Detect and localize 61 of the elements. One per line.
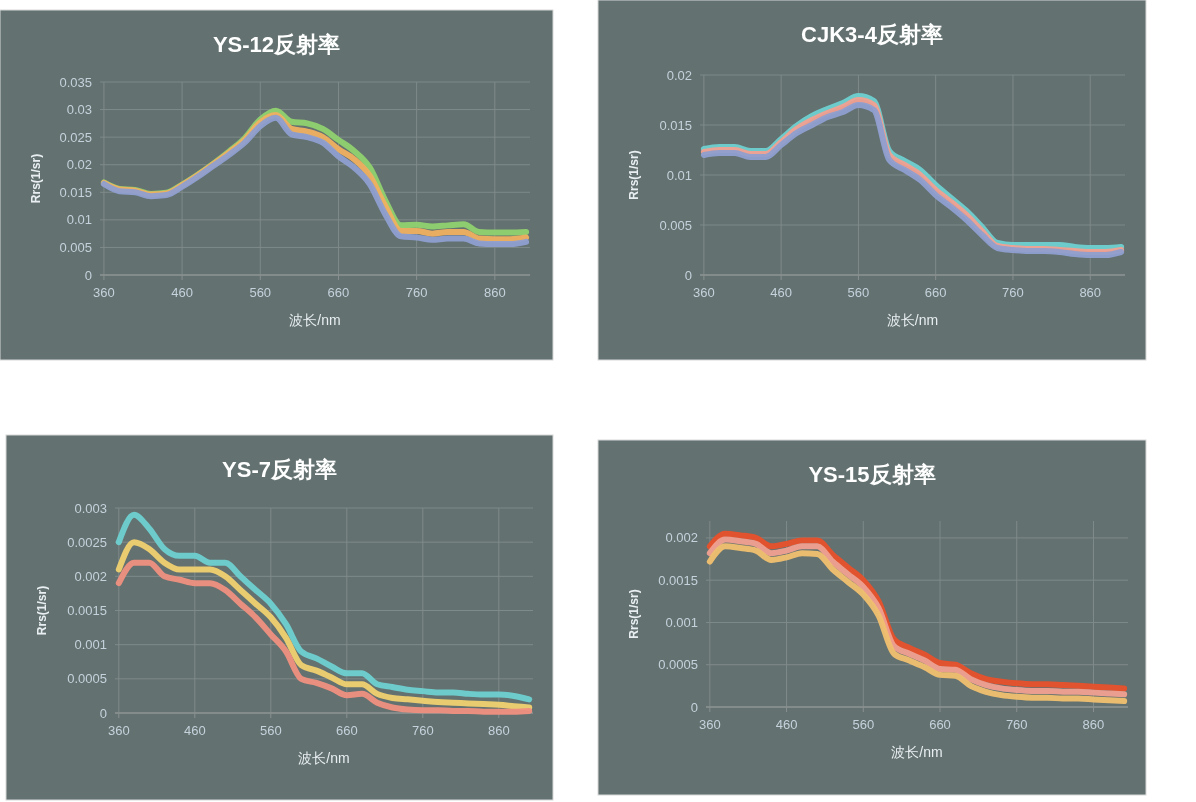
- chart-title: YS-12反射率: [212, 32, 341, 57]
- y-tick-label: 0.025: [59, 129, 92, 145]
- y-tick-label: 0.0025: [67, 534, 107, 550]
- x-tick-label: 560: [852, 717, 875, 732]
- chart-title: YS-15反射率: [808, 462, 936, 487]
- x-axis-title: 波长/nm: [886, 312, 939, 328]
- y-tick-label: 0.015: [659, 117, 692, 133]
- y-tick-label: 0.0005: [658, 657, 698, 673]
- x-tick-label: 860: [487, 723, 510, 738]
- x-tick-label: 560: [259, 723, 282, 738]
- x-tick-label: 360: [107, 723, 130, 738]
- x-tick-label: 860: [1079, 285, 1102, 300]
- x-tick-label: 660: [335, 723, 358, 738]
- y-tick-label: 0: [84, 267, 92, 283]
- x-tick-label: 860: [1082, 717, 1105, 732]
- y-tick-label: 0.001: [665, 615, 698, 630]
- y-tick-label: 0.035: [59, 74, 92, 90]
- y-tick-label: 0.015: [59, 184, 92, 200]
- y-tick-label: 0.0015: [67, 603, 107, 619]
- x-tick-label: 360: [93, 285, 115, 300]
- y-tick-label: 0.002: [74, 568, 107, 584]
- y-tick-label: 0.02: [666, 67, 692, 83]
- y-axis-title: Rrs(1/sr): [35, 585, 49, 636]
- y-tick-label: 0.005: [659, 217, 692, 233]
- y-tick-label: 0.03: [66, 102, 92, 118]
- x-tick-label: 760: [405, 285, 428, 300]
- x-tick-label: 460: [775, 717, 798, 732]
- x-tick-label: 760: [411, 723, 434, 738]
- y-tick-label: 0.003: [74, 500, 107, 516]
- y-tick-label: 0: [690, 699, 698, 715]
- x-tick-label: 760: [1002, 285, 1024, 300]
- y-tick-label: 0.0015: [658, 572, 698, 588]
- x-tick-label: 760: [1005, 717, 1028, 732]
- y-axis-title: Rrs(1/sr): [29, 153, 43, 204]
- y-axis-title: Rrs(1/sr): [627, 589, 641, 639]
- chart-title: CJK3-4反射率: [801, 22, 943, 47]
- y-tick-label: 0.002: [665, 530, 698, 546]
- y-tick-label: 0: [684, 267, 692, 283]
- x-tick-label: 360: [698, 717, 721, 732]
- x-tick-label: 660: [924, 285, 947, 300]
- x-tick-label: 460: [770, 285, 792, 300]
- y-tick-label: 0: [99, 705, 107, 721]
- y-axis-title: Rrs(1/sr): [627, 150, 641, 200]
- x-axis-title: 波长/nm: [891, 744, 943, 760]
- y-tick-label: 0.02: [66, 157, 92, 173]
- y-tick-label: 0.005: [59, 239, 92, 255]
- x-tick-label: 660: [327, 285, 350, 300]
- x-tick-label: 560: [847, 285, 870, 300]
- x-axis-title: 波长/nm: [298, 750, 350, 766]
- y-tick-label: 0.01: [666, 167, 692, 183]
- x-tick-label: 460: [183, 723, 206, 738]
- y-tick-label: 0.001: [74, 637, 107, 653]
- y-tick-label: 0.01: [66, 212, 92, 228]
- x-axis-title: 波长/nm: [289, 312, 341, 328]
- x-tick-label: 460: [171, 285, 193, 300]
- y-tick-label: 0.0005: [67, 671, 107, 687]
- x-tick-label: 660: [929, 717, 951, 732]
- x-tick-label: 560: [249, 285, 272, 300]
- x-tick-label: 860: [483, 285, 506, 300]
- x-tick-label: 360: [693, 285, 715, 300]
- chart-title: YS-7反射率: [222, 457, 337, 482]
